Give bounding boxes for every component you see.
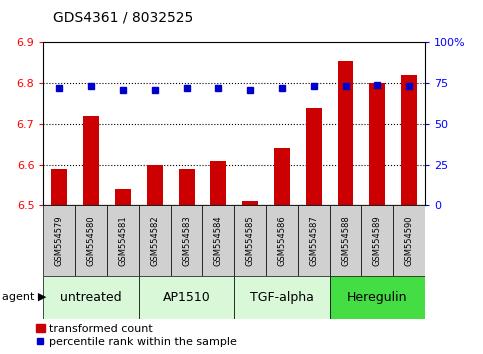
- Bar: [234, 205, 266, 276]
- Text: GSM554579: GSM554579: [55, 215, 64, 266]
- Text: TGF-alpha: TGF-alpha: [250, 291, 314, 304]
- Bar: [361, 205, 393, 276]
- Bar: [306, 108, 322, 205]
- Text: GSM554583: GSM554583: [182, 215, 191, 266]
- Bar: [75, 205, 107, 276]
- Text: GSM554581: GSM554581: [118, 215, 128, 266]
- Text: agent ▶: agent ▶: [2, 292, 47, 302]
- Bar: [329, 205, 361, 276]
- Bar: [179, 169, 195, 205]
- Text: GSM554580: GSM554580: [86, 215, 96, 266]
- Bar: [147, 165, 163, 205]
- Text: GSM554590: GSM554590: [405, 216, 413, 266]
- Bar: [211, 161, 227, 205]
- Text: GSM554586: GSM554586: [277, 215, 286, 266]
- Bar: [274, 148, 290, 205]
- Bar: [242, 201, 258, 205]
- Text: GSM554589: GSM554589: [373, 215, 382, 266]
- Bar: [266, 205, 298, 276]
- Bar: [202, 205, 234, 276]
- Bar: [139, 276, 234, 319]
- Text: untreated: untreated: [60, 291, 122, 304]
- Text: GSM554582: GSM554582: [150, 215, 159, 266]
- Text: GSM554588: GSM554588: [341, 215, 350, 266]
- Bar: [51, 169, 67, 205]
- Text: GSM554585: GSM554585: [246, 215, 255, 266]
- Bar: [107, 205, 139, 276]
- Bar: [369, 83, 385, 205]
- Text: GDS4361 / 8032525: GDS4361 / 8032525: [53, 11, 193, 25]
- Legend: transformed count, percentile rank within the sample: transformed count, percentile rank withi…: [35, 323, 238, 348]
- Bar: [115, 189, 131, 205]
- Bar: [393, 205, 425, 276]
- Bar: [43, 205, 75, 276]
- Bar: [298, 205, 330, 276]
- Text: Heregulin: Heregulin: [347, 291, 408, 304]
- Text: GSM554584: GSM554584: [214, 215, 223, 266]
- Bar: [139, 205, 170, 276]
- Text: GSM554587: GSM554587: [309, 215, 318, 266]
- Bar: [170, 205, 202, 276]
- Text: AP1510: AP1510: [163, 291, 211, 304]
- Bar: [234, 276, 330, 319]
- Bar: [43, 276, 139, 319]
- Bar: [83, 116, 99, 205]
- Bar: [338, 61, 354, 205]
- Bar: [329, 276, 425, 319]
- Bar: [401, 75, 417, 205]
